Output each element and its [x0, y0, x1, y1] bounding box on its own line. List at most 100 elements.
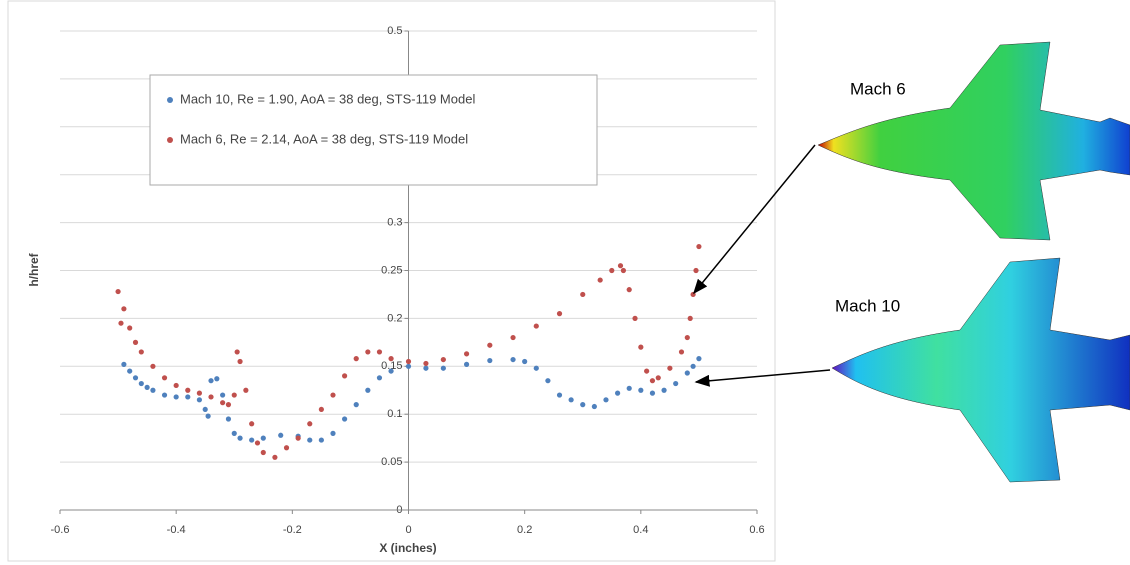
point [232, 431, 237, 436]
point [580, 402, 585, 407]
page: 00.050.10.150.20.250.30.350.40.450.5-0.6… [0, 0, 1130, 565]
point [510, 357, 515, 362]
point [232, 392, 237, 397]
point [685, 335, 690, 340]
legend-label: Mach 6, Re = 2.14, AoA = 38 deg, STS-119… [180, 131, 468, 146]
y-tick-label: 0.2 [387, 312, 402, 324]
point [580, 292, 585, 297]
legend-marker [167, 97, 173, 103]
point [487, 358, 492, 363]
point [592, 404, 597, 409]
annotation: Mach 6 [850, 79, 906, 98]
point [118, 321, 123, 326]
annotation: Mach 10 [835, 296, 900, 315]
point [115, 289, 120, 294]
point [534, 323, 539, 328]
point [621, 268, 626, 273]
point [237, 436, 242, 441]
y-tick-label: 0.05 [381, 456, 402, 468]
point [197, 391, 202, 396]
point [354, 356, 359, 361]
point [388, 356, 393, 361]
point [441, 366, 446, 371]
point [237, 359, 242, 364]
point [656, 375, 661, 380]
point [284, 445, 289, 450]
point [696, 356, 701, 361]
point [185, 388, 190, 393]
point [545, 378, 550, 383]
point [679, 349, 684, 354]
point [510, 335, 515, 340]
point [406, 364, 411, 369]
x-tick-label: 0.4 [633, 524, 648, 536]
y-axis-title: h/href [27, 252, 41, 286]
legend-label: Mach 10, Re = 1.90, AoA = 38 deg, STS-11… [180, 91, 475, 106]
point [406, 359, 411, 364]
point [598, 277, 603, 282]
point [627, 386, 632, 391]
point [319, 437, 324, 442]
point [174, 383, 179, 388]
point [162, 375, 167, 380]
point [638, 345, 643, 350]
point [330, 392, 335, 397]
point [261, 450, 266, 455]
point [139, 381, 144, 386]
point [644, 368, 649, 373]
point [203, 407, 208, 412]
point [226, 416, 231, 421]
point [423, 361, 428, 366]
point [208, 378, 213, 383]
point [609, 268, 614, 273]
point [650, 391, 655, 396]
point [388, 368, 393, 373]
point [296, 436, 301, 441]
point [235, 349, 240, 354]
x-tick-label: -0.4 [167, 524, 186, 536]
point [650, 378, 655, 383]
point [603, 397, 608, 402]
point [261, 436, 266, 441]
point [693, 268, 698, 273]
point [197, 397, 202, 402]
point [330, 431, 335, 436]
point [534, 366, 539, 371]
point [249, 437, 254, 442]
point [696, 244, 701, 249]
point [220, 400, 225, 405]
point [354, 402, 359, 407]
point [226, 402, 231, 407]
point [441, 357, 446, 362]
point [342, 416, 347, 421]
point [214, 376, 219, 381]
point [365, 349, 370, 354]
point [618, 263, 623, 268]
y-tick-label: 0.3 [387, 217, 402, 229]
point [150, 388, 155, 393]
point [206, 414, 211, 419]
y-tick-label: 0.25 [381, 264, 402, 276]
point [150, 364, 155, 369]
point [139, 349, 144, 354]
point [249, 421, 254, 426]
point [121, 362, 126, 367]
point [627, 287, 632, 292]
chart: 00.050.10.150.20.250.30.350.40.450.5-0.6… [0, 0, 1130, 565]
point [487, 343, 492, 348]
x-tick-label: -0.6 [51, 524, 70, 536]
point [133, 375, 138, 380]
x-tick-label: 0 [405, 524, 411, 536]
point [377, 349, 382, 354]
point [342, 373, 347, 378]
point [673, 381, 678, 386]
point [557, 392, 562, 397]
point [423, 366, 428, 371]
legend-marker [167, 137, 173, 143]
point [557, 311, 562, 316]
point [688, 316, 693, 321]
point [127, 325, 132, 330]
point [133, 340, 138, 345]
point [174, 394, 179, 399]
point [307, 421, 312, 426]
